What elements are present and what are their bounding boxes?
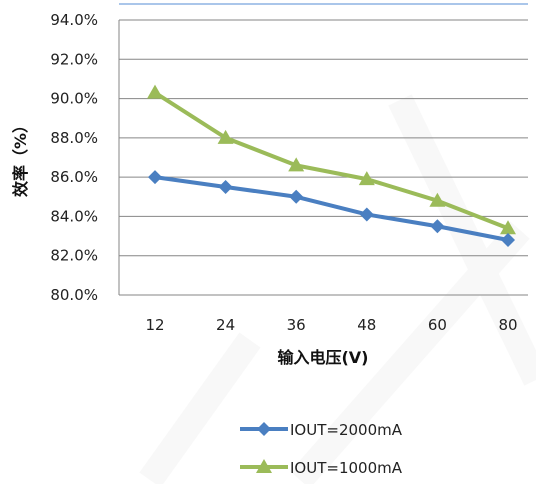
y-tick-label: 86.0% <box>50 168 98 186</box>
x-tick-label: 60 <box>428 316 447 334</box>
series-layer <box>147 84 516 247</box>
data-point <box>217 129 234 144</box>
y-tick-label: 92.0% <box>50 50 98 68</box>
legend: IOUT=2000mA IOUT=1000mA <box>240 421 403 477</box>
y-tick-label: 94.0% <box>50 11 98 29</box>
data-point <box>218 179 233 194</box>
y-tick-label: 80.0% <box>50 286 98 304</box>
y-axis-ticks: 80.0% 82.0% 84.0% 86.0% 88.0% 90.0% 92.0% 94.0% <box>50 11 98 304</box>
data-point <box>500 220 516 235</box>
x-tick-label: 36 <box>287 316 306 334</box>
x-tick-label: 80 <box>498 316 517 334</box>
data-point <box>148 170 162 185</box>
x-tick-label: 24 <box>216 316 235 334</box>
data-point <box>501 233 515 247</box>
y-tick-label: 90.0% <box>50 90 98 108</box>
legend-marker <box>257 422 271 436</box>
legend-label: IOUT=1000mA <box>290 459 403 477</box>
x-axis-title: 输入电压(V) <box>277 348 368 367</box>
y-tick-label: 84.0% <box>50 207 98 225</box>
data-point <box>289 189 304 204</box>
x-tick-label: 12 <box>145 316 164 334</box>
y-axis-title: 效率（%） <box>11 117 30 197</box>
data-point <box>429 192 446 207</box>
y-tick-label: 82.0% <box>50 247 98 265</box>
x-tick-label: 48 <box>357 316 376 334</box>
gridlines <box>119 19 528 257</box>
series-line <box>153 90 509 231</box>
legend-label: IOUT=2000mA <box>290 421 403 439</box>
data-point <box>430 219 445 234</box>
y-tick-label: 88.0% <box>50 129 98 147</box>
data-point <box>358 171 375 186</box>
x-axis-ticks: 12 24 36 48 60 80 <box>145 316 517 334</box>
data-point <box>288 157 305 172</box>
data-point <box>359 207 374 222</box>
watermark <box>139 94 536 484</box>
series-line <box>154 175 509 242</box>
legend-marker <box>256 459 272 473</box>
data-point <box>147 84 163 99</box>
